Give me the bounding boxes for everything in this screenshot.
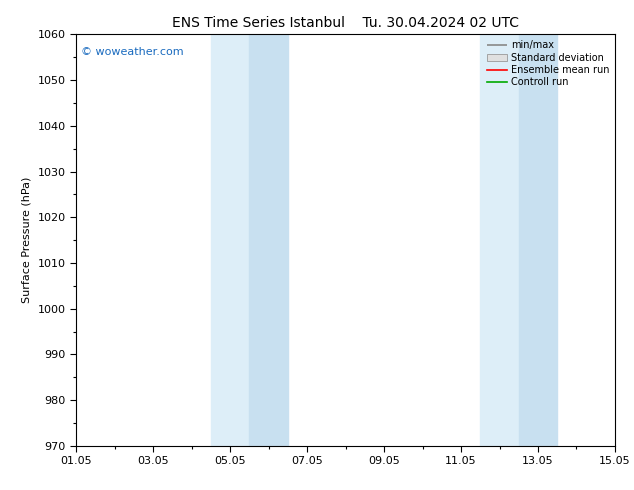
Title: ENS Time Series Istanbul    Tu. 30.04.2024 02 UTC: ENS Time Series Istanbul Tu. 30.04.2024 … [172, 16, 519, 30]
Legend: min/max, Standard deviation, Ensemble mean run, Controll run: min/max, Standard deviation, Ensemble me… [483, 36, 613, 91]
Bar [210, 34, 249, 446]
Bar [249, 34, 288, 446]
Bar [480, 34, 519, 446]
Y-axis label: Surface Pressure (hPa): Surface Pressure (hPa) [22, 177, 32, 303]
Text: © woweather.com: © woweather.com [81, 47, 184, 57]
Bar [519, 34, 557, 446]
